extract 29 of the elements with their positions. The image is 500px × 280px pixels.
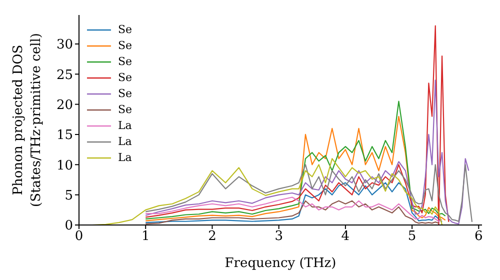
x-tick-label: 6: [474, 229, 483, 244]
legend-label: Se: [118, 70, 132, 86]
x-tick-label: 1: [141, 229, 150, 244]
y-tick-label: 10: [56, 158, 73, 174]
y-tick-label: 5: [64, 188, 73, 204]
line-series: [145, 80, 470, 224]
x-tick-label: 4: [341, 229, 350, 244]
y-tick-label: 0: [64, 218, 73, 234]
x-tick-label: 0: [74, 229, 84, 244]
x-tick-label: 2: [208, 229, 216, 244]
y-tick-label: 25: [56, 68, 73, 83]
line-series: [145, 182, 443, 224]
legend-label: Se: [118, 86, 132, 102]
legend-label: La: [118, 118, 132, 134]
x-tick-label: 3: [274, 229, 283, 244]
y-tick-label: 30: [56, 38, 73, 53]
x-axis-title: Frequency (THz): [224, 256, 336, 271]
legend-label: Se: [118, 22, 132, 38]
line-series: [145, 164, 473, 223]
legend-label: La: [118, 134, 132, 150]
y-axis-title: Phonon projected DOS (States/THz·primitive cell): [11, 32, 44, 208]
legend-label: La: [118, 150, 132, 166]
line-series: [145, 25, 450, 225]
legend-label: Se: [118, 102, 132, 118]
legend-label: Se: [118, 38, 132, 54]
x-tick-label: 5: [408, 229, 416, 244]
y-tick-label: 15: [56, 128, 73, 144]
legend-label: Se: [118, 54, 132, 70]
y-tick-label: 20: [56, 98, 73, 113]
